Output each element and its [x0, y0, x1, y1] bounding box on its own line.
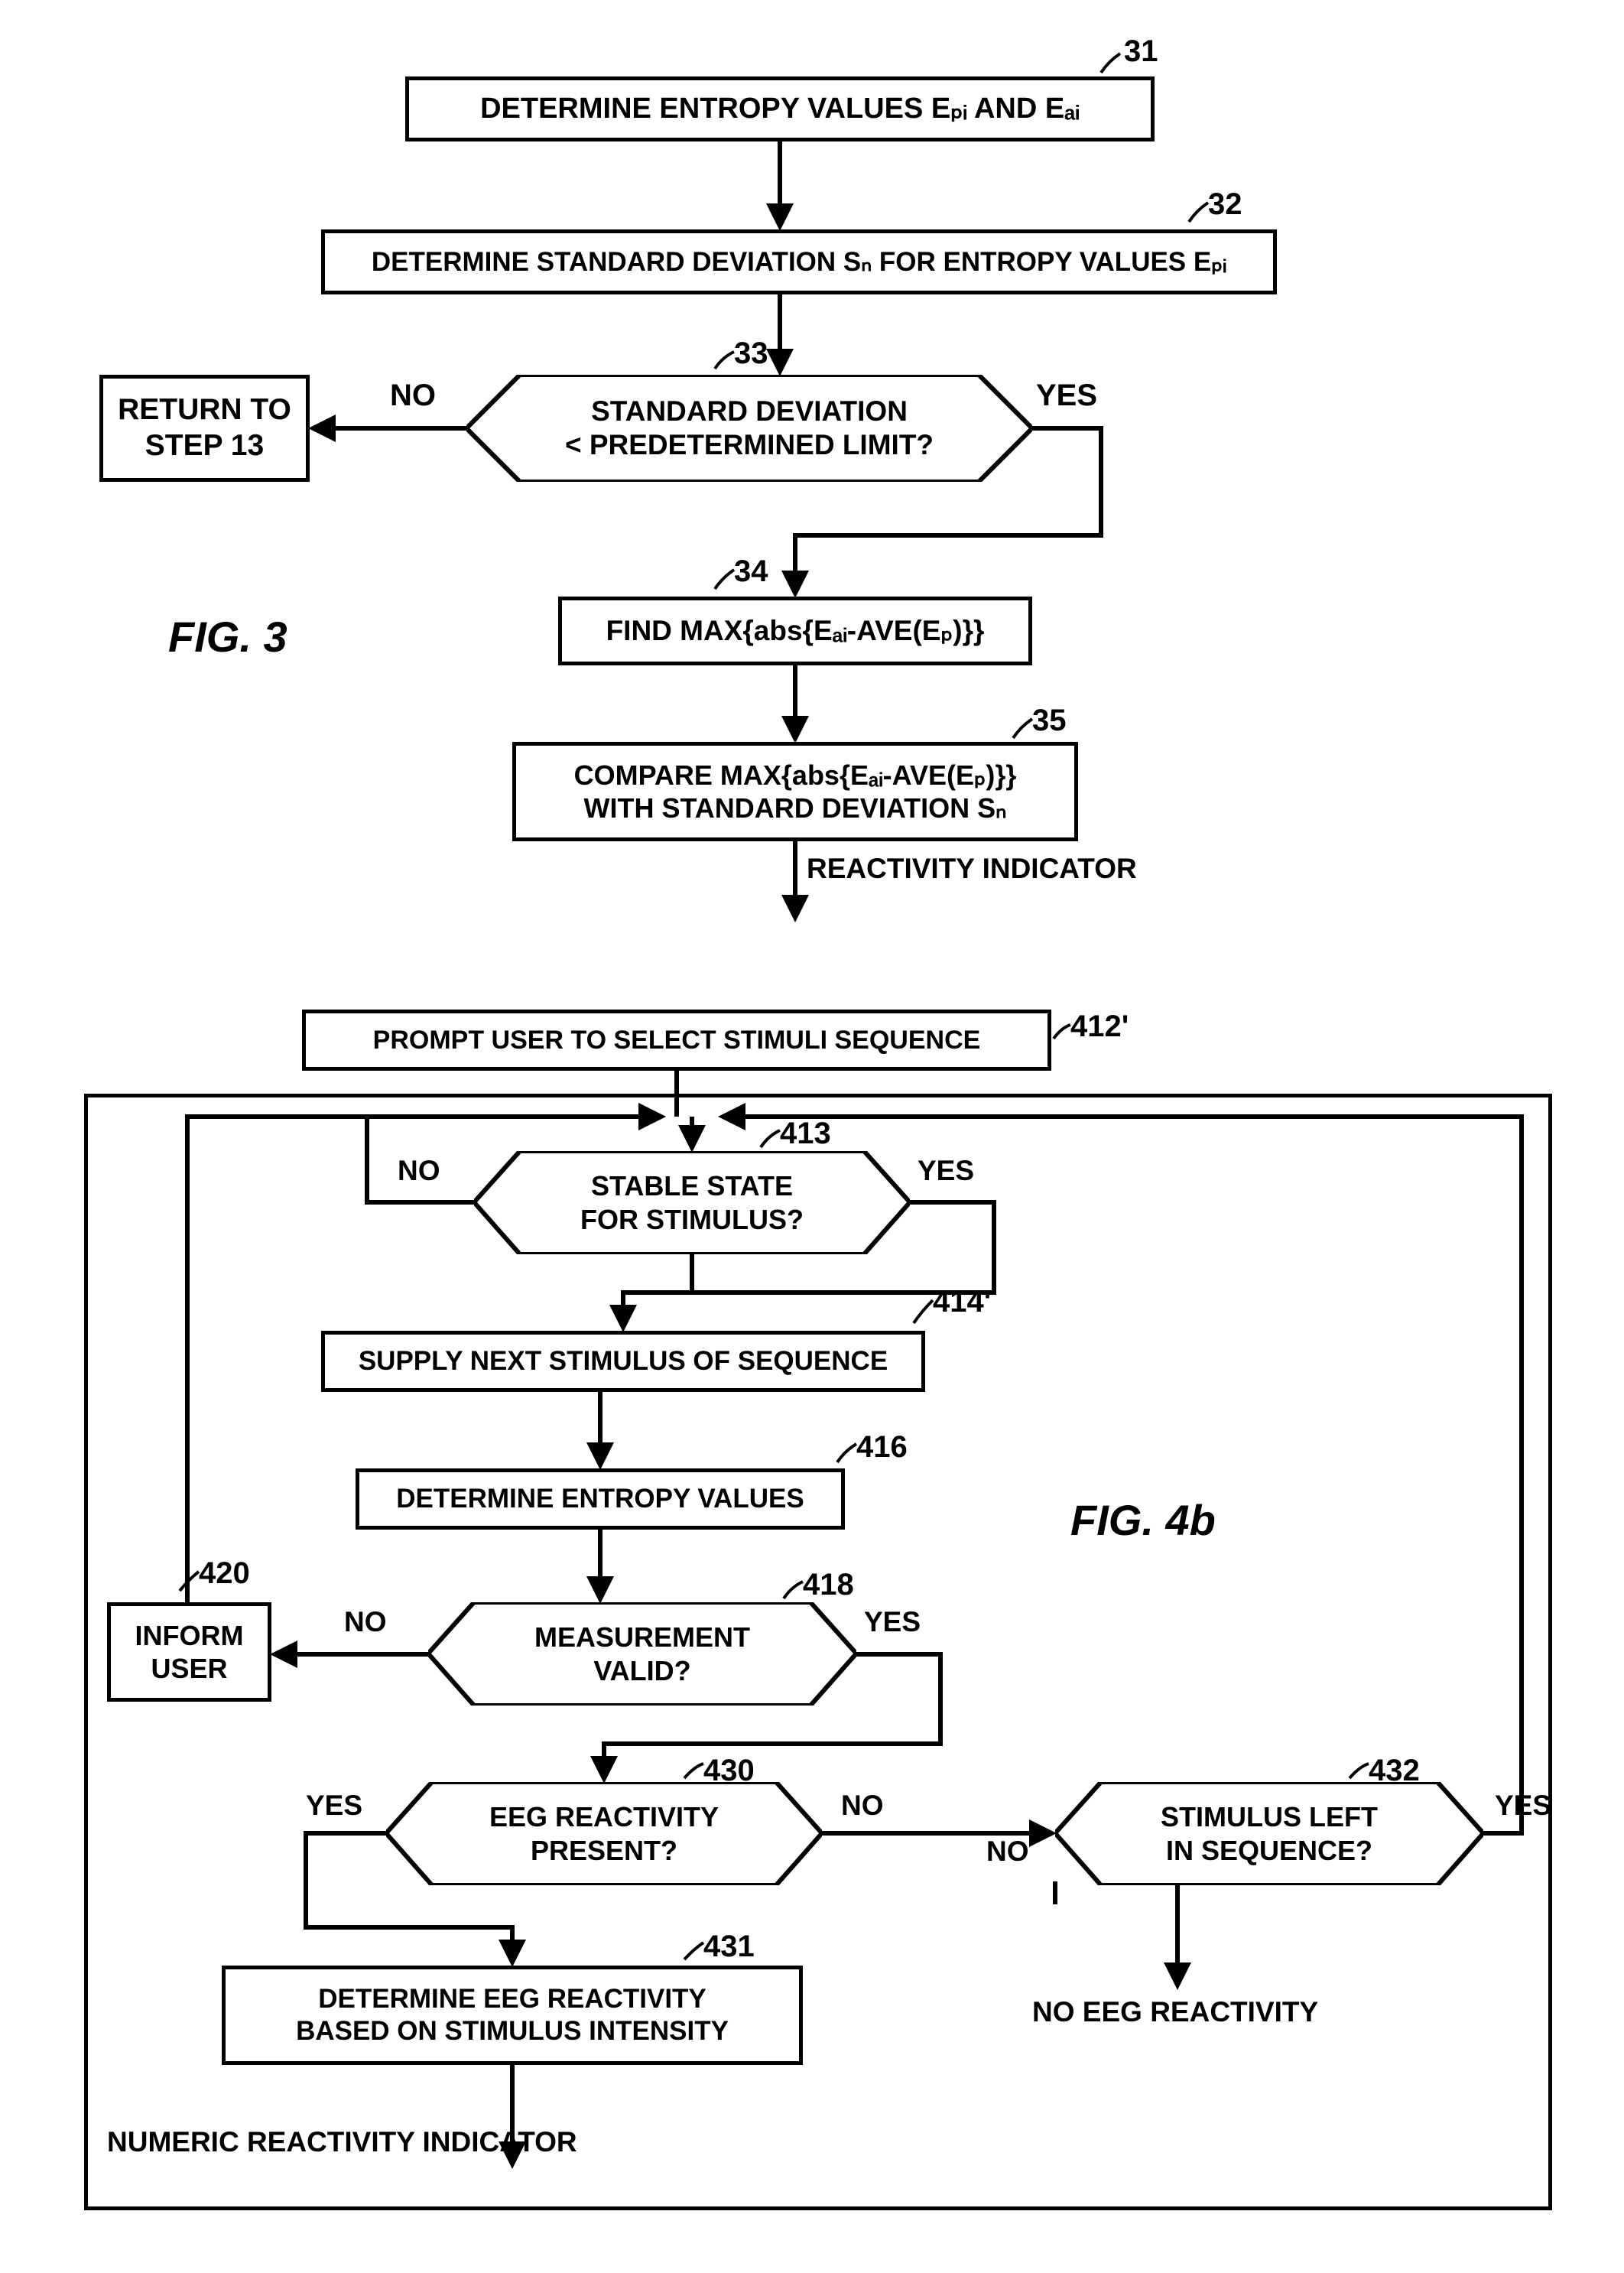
step413-text: STABLE STATE FOR STIMULUS?: [557, 1169, 827, 1235]
fig3-label: FIG. 3: [168, 612, 287, 662]
step431-box: DETERMINE EEG REACTIVITY BASED ON STIMUL…: [222, 1966, 803, 2065]
step430-id: 430: [703, 1754, 755, 1788]
fig4b-label: FIG. 4b: [1070, 1495, 1216, 1545]
step414-text: SUPPLY NEXT STIMULUS OF SEQUENCE: [359, 1345, 888, 1377]
step32-id: 32: [1208, 187, 1242, 222]
step414-id: 414': [933, 1285, 991, 1319]
step430-no: NO: [841, 1790, 884, 1822]
step420-id: 420: [199, 1556, 250, 1591]
step418-decision: MEASUREMENT VALID?: [428, 1602, 856, 1706]
step413-yes: YES: [918, 1155, 974, 1187]
step31-box: DETERMINE ENTROPY VALUES Eₚᵢ AND Eₐᵢ: [405, 76, 1155, 141]
step32-text: DETERMINE STANDARD DEVIATION Sₙ FOR ENTR…: [372, 246, 1226, 278]
step432-id: 432: [1369, 1754, 1420, 1788]
step34-text: FIND MAX{abs{Eₐᵢ-AVE(Eₚ)}}: [606, 614, 985, 648]
step35-text: COMPARE MAX{abs{Eₐᵢ-AVE(Eₚ)}} WITH STAND…: [574, 759, 1017, 824]
step31-text: DETERMINE ENTROPY VALUES Eₚᵢ AND Eₐᵢ: [480, 92, 1080, 127]
return13-text: RETURN TO STEP 13: [118, 392, 291, 464]
step430-text: EEG REACTIVITY PRESENT?: [466, 1800, 742, 1866]
step418-yes: YES: [864, 1606, 921, 1638]
step33-no: NO: [390, 379, 436, 413]
step416-text: DETERMINE ENTROPY VALUES: [396, 1483, 804, 1515]
step416-box: DETERMINE ENTROPY VALUES: [356, 1468, 845, 1530]
step34-box: FIND MAX{abs{Eₐᵢ-AVE(Eₚ)}}: [558, 597, 1032, 665]
step412-box: PROMPT USER TO SELECT STIMULI SEQUENCE: [302, 1010, 1051, 1071]
step35-id: 35: [1032, 704, 1067, 738]
step33-text: STANDARD DEVIATION < PREDETERMINED LIMIT…: [542, 395, 957, 463]
page: DETERMINE ENTROPY VALUES Eₚᵢ AND Eₐᵢ 31 …: [0, 0, 1624, 2273]
step412-id: 412': [1070, 1010, 1129, 1044]
step33-yes: YES: [1036, 379, 1097, 413]
numeric-indicator-label: NUMERIC REACTIVITY INDICATOR: [107, 2126, 577, 2158]
step31-id: 31: [1124, 34, 1158, 69]
step432-no: NO: [986, 1836, 1029, 1868]
step420-box: INFORM USER: [107, 1602, 271, 1702]
step431-id: 431: [703, 1930, 755, 1964]
step430-decision: EEG REACTIVITY PRESENT?: [386, 1782, 822, 1885]
step431-text: DETERMINE EEG REACTIVITY BASED ON STIMUL…: [296, 1983, 729, 2047]
step33-decision: STANDARD DEVIATION < PREDETERMINED LIMIT…: [466, 375, 1032, 482]
step416-id: 416: [856, 1430, 908, 1465]
step35-box: COMPARE MAX{abs{Eₐᵢ-AVE(Eₚ)}} WITH STAND…: [512, 742, 1078, 841]
step413-no: NO: [398, 1155, 440, 1187]
step432-decision: STIMULUS LEFT IN SEQUENCE?: [1055, 1782, 1483, 1885]
step418-id: 418: [803, 1568, 854, 1602]
step34-id: 34: [734, 554, 768, 589]
step32-box: DETERMINE STANDARD DEVIATION Sₙ FOR ENTR…: [321, 229, 1277, 294]
reactivity-indicator-label: REACTIVITY INDICATOR: [807, 853, 1137, 885]
step414-box: SUPPLY NEXT STIMULUS OF SEQUENCE: [321, 1331, 925, 1392]
step430-yes: YES: [306, 1790, 362, 1822]
step432-yes: YES: [1495, 1790, 1551, 1822]
step418-no: NO: [344, 1606, 387, 1638]
step432-text: STIMULUS LEFT IN SEQUENCE?: [1138, 1800, 1401, 1866]
step418-text: MEASUREMENT VALID?: [512, 1621, 773, 1686]
step413-decision: STABLE STATE FOR STIMULUS?: [474, 1151, 910, 1254]
step33-id: 33: [734, 337, 768, 371]
no-eeg-label: NO EEG REACTIVITY: [1032, 1996, 1318, 2028]
step413-id: 413: [780, 1117, 831, 1151]
return13-box: RETURN TO STEP 13: [99, 375, 310, 482]
step412-text: PROMPT USER TO SELECT STIMULI SEQUENCE: [373, 1025, 981, 1056]
step420-text: INFORM USER: [135, 1619, 244, 1685]
